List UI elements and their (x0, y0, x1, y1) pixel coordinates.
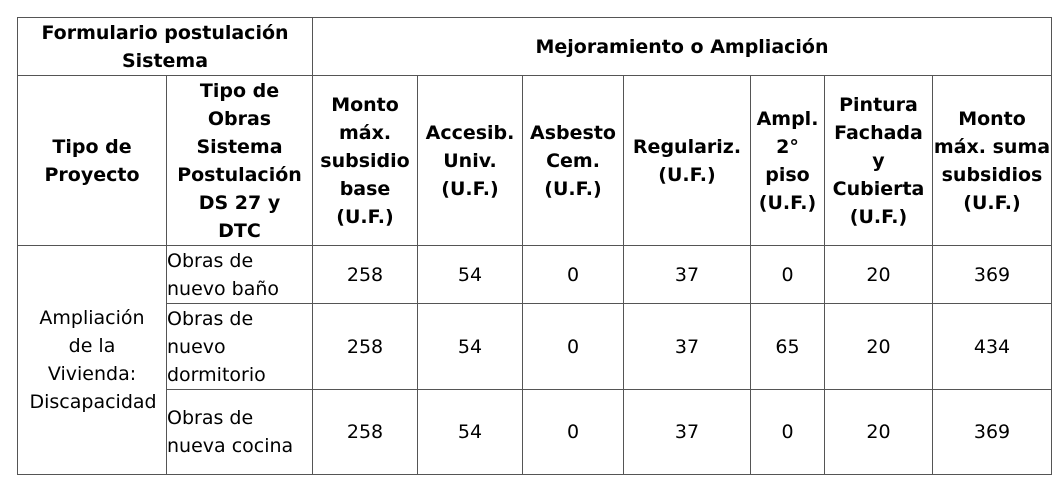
cell-text: 20 (866, 421, 891, 443)
value-cell: 0 (522, 389, 624, 475)
table-row: Ampliación de la Vivienda: Discapacidad O… (17, 245, 1052, 475)
cell-text: Formulario postulación Sistema (41, 21, 289, 72)
table-row: Obras de nueva cocina 258 54 0 37 0 20 369 (18, 389, 1052, 475)
header-cell: Formulario postulación Sistema (17, 17, 313, 76)
cell-text: 0 (781, 421, 794, 443)
header-cell: Monto máx. suma subsidios (U.F.) (932, 75, 1052, 246)
value-cell: 0 (750, 245, 825, 304)
value-cell: 0 (522, 245, 624, 304)
type-cell: Obras de nuevo dormitorio (166, 303, 313, 390)
value-cell: 0 (522, 303, 624, 390)
cell-text: Ampliación de la Vivienda: Discapacidad (29, 307, 157, 413)
value-cell: 434 (932, 303, 1052, 390)
table-body: Formulario postulación Sistema Mejoramien… (17, 17, 1052, 475)
header-cell: Tipo de Proyecto (17, 75, 167, 246)
cell-text: Tipo de Obras Sistema Postulación DS 27 … (177, 79, 302, 242)
cell-text: Monto máx. suma subsidios (U.F.) (933, 107, 1051, 214)
cell-text: 258 (346, 263, 384, 286)
cell-text: 258 (346, 335, 384, 358)
type-cell: Obras de nuevo baño (166, 245, 313, 304)
value-cell: 54 (417, 389, 523, 475)
value-cell: 37 (623, 389, 751, 475)
cell-text: Obras de nueva cocina (167, 407, 294, 457)
cell-text: Monto máx. subsidio base (U.F.) (320, 93, 410, 228)
value-cell: 258 (312, 389, 418, 475)
header-cell: Mejoramiento o Ampliación (312, 17, 1052, 76)
cell-text: 37 (674, 421, 700, 443)
cell-text: 65 (775, 335, 800, 358)
cell-text: Pintura Fachada y Cubierta (U.F.) (832, 93, 925, 228)
value-cell: 54 (417, 245, 523, 304)
cell-text: 0 (566, 421, 580, 443)
value-cell: 258 (312, 303, 418, 390)
type-cell: Obras de nueva cocina (166, 389, 313, 475)
cell-text: 20 (866, 335, 891, 358)
cell-text: 369 (973, 421, 1011, 443)
value-cell: 20 (824, 389, 933, 475)
cell-text: Accesib. Univ. (U.F.) (425, 121, 515, 200)
cell-text: 37 (674, 263, 700, 286)
cell-text: Obras de nuevo baño (167, 249, 280, 300)
value-cell: 0 (750, 389, 825, 475)
header-cell: Regulariz. (U.F.) (623, 75, 751, 246)
value-cell: 258 (312, 245, 418, 304)
header-cell: Asbesto Cem. (U.F.) (522, 75, 624, 246)
cell-text: 20 (866, 263, 891, 286)
cell-text: Mejoramiento o Ampliación (535, 35, 829, 58)
table-row: Tipo de Proyecto Tipo de Obras Sistema Po… (17, 75, 1052, 246)
cell-text: 369 (973, 263, 1011, 286)
value-cell: 20 (824, 245, 933, 304)
value-cell: 65 (750, 303, 825, 390)
cell-text: 258 (346, 421, 384, 443)
cell-text: 54 (457, 421, 483, 443)
group-cell: Ampliación de la Vivienda: Discapacidad (17, 245, 167, 475)
value-cell: 37 (623, 245, 751, 304)
cell-text: 54 (457, 335, 483, 358)
table-row: Obras de nuevo dormitorio 258 54 0 37 65 20 434 (18, 303, 1052, 390)
cell-text: 37 (674, 335, 700, 358)
cell-text: Asbesto Cem. (U.F.) (530, 121, 616, 200)
cell-text: Regulariz. (U.F.) (632, 135, 742, 186)
cell-text: Obras de nuevo dormitorio (167, 307, 266, 386)
header-cell: Accesib. Univ. (U.F.) (417, 75, 523, 246)
value-cell: 37 (623, 303, 751, 390)
cell-text: Tipo de Proyecto (44, 135, 140, 186)
cell-text: Ampl. 2° piso (U.F.) (756, 107, 819, 214)
value-cell: 20 (824, 303, 933, 390)
cell-text: 0 (781, 263, 794, 286)
table-row: Formulario postulación Sistema Mejoramien… (17, 17, 1052, 76)
header-cell: Pintura Fachada y Cubierta (U.F.) (824, 75, 933, 246)
value-cell: 369 (932, 245, 1052, 304)
cell-text: 434 (973, 335, 1011, 358)
cell-text: 0 (566, 335, 580, 358)
value-cell: 54 (417, 303, 523, 390)
value-cell: 369 (932, 389, 1052, 475)
header-cell: Ampl. 2° piso (U.F.) (750, 75, 825, 246)
cell-text: 0 (566, 263, 580, 286)
header-cell: Monto máx. subsidio base (U.F.) (312, 75, 418, 246)
cell-text: 54 (457, 263, 483, 286)
header-cell: Tipo de Obras Sistema Postulación DS 27 … (166, 75, 313, 246)
subsidy-table: Formulario postulación Sistema Mejoramien… (17, 17, 1052, 475)
